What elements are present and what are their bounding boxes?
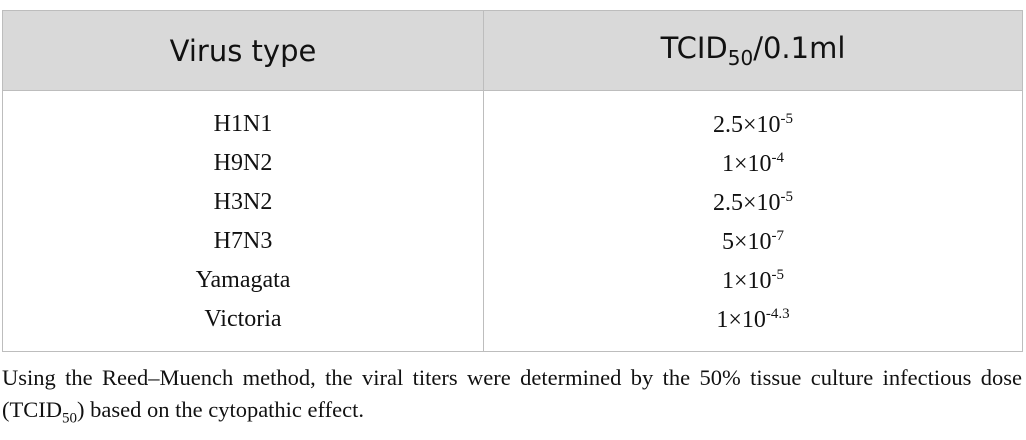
titer-exp: -4 <box>771 149 785 166</box>
table-row: H1N1 2.5×10-5 <box>2 90 1023 145</box>
titer-exp: -4.3 <box>765 305 790 322</box>
header-cell: Virus type <box>2 10 484 91</box>
footnote-text: ) based on the cytopathic effect. <box>77 397 364 422</box>
titer-base: 1×10 <box>721 150 772 177</box>
titer-base: 1×10 <box>721 267 772 294</box>
virus-cell: H3N2 <box>2 183 484 222</box>
table-row: Yamagata 1×10-5 <box>2 261 1023 300</box>
virus-cell: H7N3 <box>2 222 484 261</box>
header-text: TCID <box>660 31 728 66</box>
virus-cell: H1N1 <box>2 90 484 144</box>
virus-cell: Victoria <box>2 300 484 352</box>
virus-cell: H9N2 <box>2 144 484 183</box>
table-row: H3N2 2.5×10-5 <box>2 183 1023 222</box>
table: Virus type TCID50/0.1ml H1N1 2.5×10-5 H9N2… <box>2 10 1023 352</box>
footnote-text: Using the Reed–Muench method, the viral … <box>2 365 1022 422</box>
footnote-sub: 50 <box>62 410 77 427</box>
titer-exp: -5 <box>780 188 794 205</box>
header-text: /0.1ml <box>753 31 846 66</box>
titer-base: 2.5×10 <box>712 189 781 216</box>
titer-cell: 5×10-7 <box>484 222 1023 261</box>
virus-cell: Yamagata <box>2 261 484 300</box>
titer-base: 5×10 <box>721 228 772 255</box>
titer-exp: -5 <box>780 110 794 127</box>
titer-exp: -5 <box>771 266 785 283</box>
footnote: Using the Reed–Muench method, the viral … <box>2 362 1022 435</box>
titer-cell: 1×10-5 <box>484 261 1023 300</box>
header-sub: 50 <box>727 45 754 70</box>
titer-cell: 2.5×10-5 <box>484 183 1023 222</box>
header-row: Virus type TCID50/0.1ml <box>2 10 1023 91</box>
titer-cell: 2.5×10-5 <box>484 91 1023 145</box>
table-row: H9N2 1×10-4 <box>2 144 1023 183</box>
table-wrap: Virus type TCID50/0.1ml H1N1 2.5×10-5 H9N2… <box>2 10 1023 352</box>
titer-cell: 1×10-4 <box>484 144 1023 183</box>
table-body: H1N1 2.5×10-5 H9N2 1×10-4 H3N2 2.5×10-5 H7N3 5×… <box>2 90 1023 352</box>
table-row: Victoria 1×10-4.3 <box>2 300 1023 352</box>
titer-exp: -7 <box>771 227 785 244</box>
header-cell: TCID50/0.1ml <box>483 10 1023 91</box>
titer-base: 2.5×10 <box>712 111 781 138</box>
titer-base: 1×10 <box>716 306 766 333</box>
titer-cell: 1×10-4.3 <box>484 300 1023 352</box>
table-row: H7N3 5×10-7 <box>2 222 1023 261</box>
